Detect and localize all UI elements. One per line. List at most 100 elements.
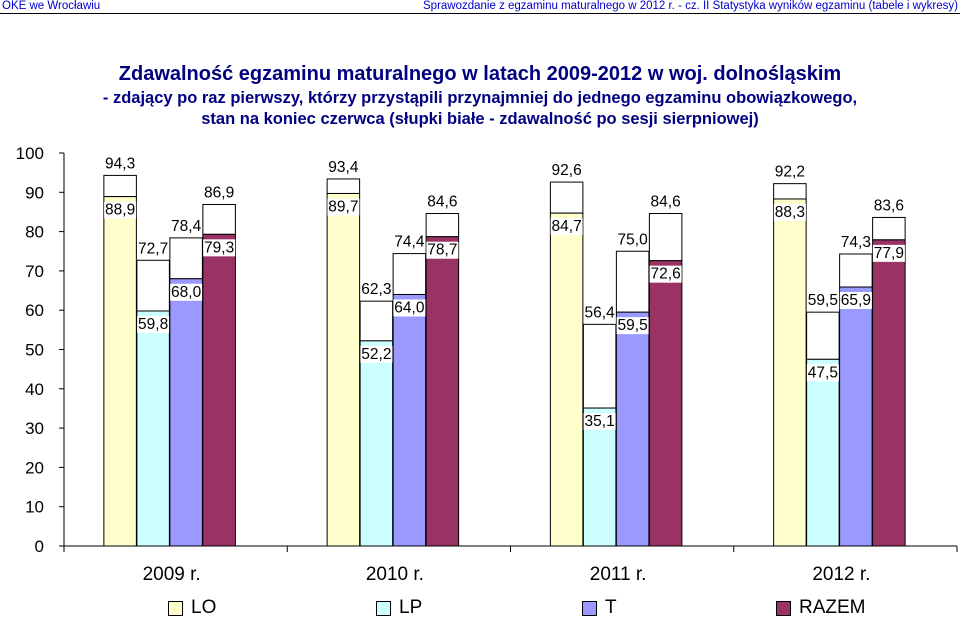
data-label-t-august: 74,3 bbox=[841, 234, 871, 251]
y-tick-label: 30 bbox=[25, 419, 44, 438]
data-label-lp-august: 62,3 bbox=[361, 281, 391, 298]
y-tick-label: 80 bbox=[25, 223, 44, 242]
y-tick-label: 50 bbox=[25, 341, 44, 360]
data-label-bg bbox=[649, 265, 682, 283]
legend-label-lp: LP bbox=[399, 597, 423, 618]
chart-subtitle-line2: stan na koniec czerwca (słupki białe - z… bbox=[201, 110, 759, 128]
data-label-lo-august: 94,3 bbox=[105, 155, 135, 172]
bar-lo bbox=[103, 196, 137, 547]
data-label-lp-august: 59,5 bbox=[808, 292, 838, 309]
y-tick-label: 100 bbox=[16, 144, 44, 163]
data-label-lp: 47,5 bbox=[808, 364, 838, 381]
data-label-lp: 52,2 bbox=[361, 346, 391, 363]
header-divider bbox=[0, 13, 960, 14]
legend-swatch-lo bbox=[168, 600, 183, 616]
bar-t bbox=[839, 286, 873, 547]
data-label-lo: 88,3 bbox=[775, 204, 805, 221]
bar-lp-august bbox=[136, 259, 170, 312]
bar-razem bbox=[425, 236, 460, 547]
legend-item-lo: LO bbox=[168, 597, 216, 619]
bar-t-august bbox=[615, 250, 650, 313]
data-label-bg bbox=[550, 218, 583, 236]
x-tick-label: 2009 r. bbox=[143, 564, 201, 585]
data-label-t: 68,0 bbox=[171, 284, 202, 301]
data-label-bg bbox=[773, 203, 806, 221]
data-label-razem: 79,3 bbox=[204, 239, 234, 256]
data-label-bg bbox=[393, 299, 426, 317]
legend-swatch-lp bbox=[376, 600, 391, 616]
data-label-lp-august: 56,4 bbox=[585, 304, 616, 321]
data-label-t: 65,9 bbox=[841, 292, 871, 309]
data-label-bg bbox=[839, 292, 872, 310]
legend-label-razem: RAZEM bbox=[799, 597, 866, 618]
bar-razem-august bbox=[425, 213, 460, 238]
bar-razem-august bbox=[648, 213, 683, 262]
bar-razem bbox=[872, 239, 906, 547]
legend-item-t: T bbox=[582, 597, 617, 619]
bar-lo bbox=[549, 212, 584, 547]
bar-lp-august bbox=[806, 311, 840, 360]
y-tick-label: 40 bbox=[25, 380, 44, 399]
data-label-lo-august: 92,6 bbox=[552, 162, 582, 179]
data-label-bg bbox=[426, 241, 459, 259]
legend-item-razem: RAZEM bbox=[776, 597, 866, 619]
data-label-lo: 84,7 bbox=[552, 218, 582, 235]
data-label-t: 64,0 bbox=[394, 299, 425, 316]
chart-title: Zdawalność egzaminu maturalnego w latach… bbox=[118, 63, 842, 85]
bar-lp bbox=[582, 407, 617, 547]
data-label-razem-august: 84,6 bbox=[427, 194, 457, 211]
bar-lo bbox=[773, 198, 807, 547]
data-label-bg bbox=[170, 283, 203, 301]
data-label-razem-august: 86,9 bbox=[204, 184, 234, 201]
data-label-bg bbox=[327, 198, 360, 216]
y-tick-label: 70 bbox=[25, 262, 44, 281]
bar-razem-august bbox=[202, 203, 236, 235]
bar-lo bbox=[326, 192, 361, 547]
data-label-razem-august: 83,6 bbox=[874, 197, 904, 214]
legend-swatch-razem bbox=[776, 600, 791, 616]
data-label-t-august: 74,4 bbox=[394, 234, 425, 251]
data-label-bg bbox=[203, 239, 236, 257]
y-tick-label: 10 bbox=[25, 498, 44, 517]
x-tick-label: 2011 r. bbox=[590, 564, 647, 585]
bar-razem-august bbox=[872, 216, 906, 241]
data-label-bg bbox=[104, 201, 137, 219]
data-label-lo-august: 92,2 bbox=[775, 164, 805, 181]
data-label-lp: 35,1 bbox=[585, 413, 615, 430]
header-right-text: Sprawozdanie z egzaminu maturalnego w 20… bbox=[423, 0, 958, 12]
data-label-lo: 88,9 bbox=[105, 202, 135, 219]
bar-razem bbox=[202, 233, 236, 547]
data-label-bg bbox=[137, 315, 170, 333]
legend-item-lp: LP bbox=[376, 597, 422, 619]
data-label-bg bbox=[583, 413, 616, 431]
page-header: OKE we Wrocławiu Sprawozdanie z egzaminu… bbox=[0, 0, 960, 14]
legend-swatch-t bbox=[582, 600, 597, 616]
bar-t-august bbox=[392, 253, 427, 295]
legend-label-lo: LO bbox=[191, 597, 217, 618]
bar-lo-august bbox=[549, 181, 584, 214]
bar-lo-august bbox=[103, 174, 137, 198]
x-tick-label: 2012 r. bbox=[812, 564, 870, 585]
bar-t-august bbox=[839, 253, 873, 288]
y-tick-label: 20 bbox=[25, 458, 44, 477]
bar-razem bbox=[648, 260, 683, 547]
y-tick-label: 90 bbox=[25, 183, 44, 202]
data-label-bg bbox=[360, 345, 393, 363]
bar-t-august bbox=[169, 237, 203, 280]
data-label-razem: 77,9 bbox=[874, 245, 904, 262]
data-label-bg bbox=[616, 317, 649, 335]
header-left-text: OKE we Wrocławiu bbox=[2, 0, 101, 12]
data-label-t-august: 78,4 bbox=[171, 218, 202, 235]
data-label-lp-august: 72,7 bbox=[138, 240, 168, 257]
data-label-razem-august: 84,6 bbox=[651, 194, 681, 211]
bar-chart: 0 10 20 30 40 50 60 70 80 90 100 94,3 88,9 72,7 59,8 78… bbox=[16, 144, 958, 585]
bar-lo-august bbox=[773, 183, 807, 200]
bar-lo-august bbox=[326, 178, 361, 194]
bar-lp bbox=[359, 340, 394, 547]
data-label-t-august: 75,0 bbox=[618, 231, 649, 248]
data-label-t: 59,5 bbox=[618, 317, 648, 334]
data-label-lo: 89,7 bbox=[328, 198, 358, 215]
y-tick-label: 0 bbox=[35, 537, 44, 556]
y-tick-label: 60 bbox=[25, 301, 44, 320]
bar-lp-august bbox=[359, 300, 394, 342]
